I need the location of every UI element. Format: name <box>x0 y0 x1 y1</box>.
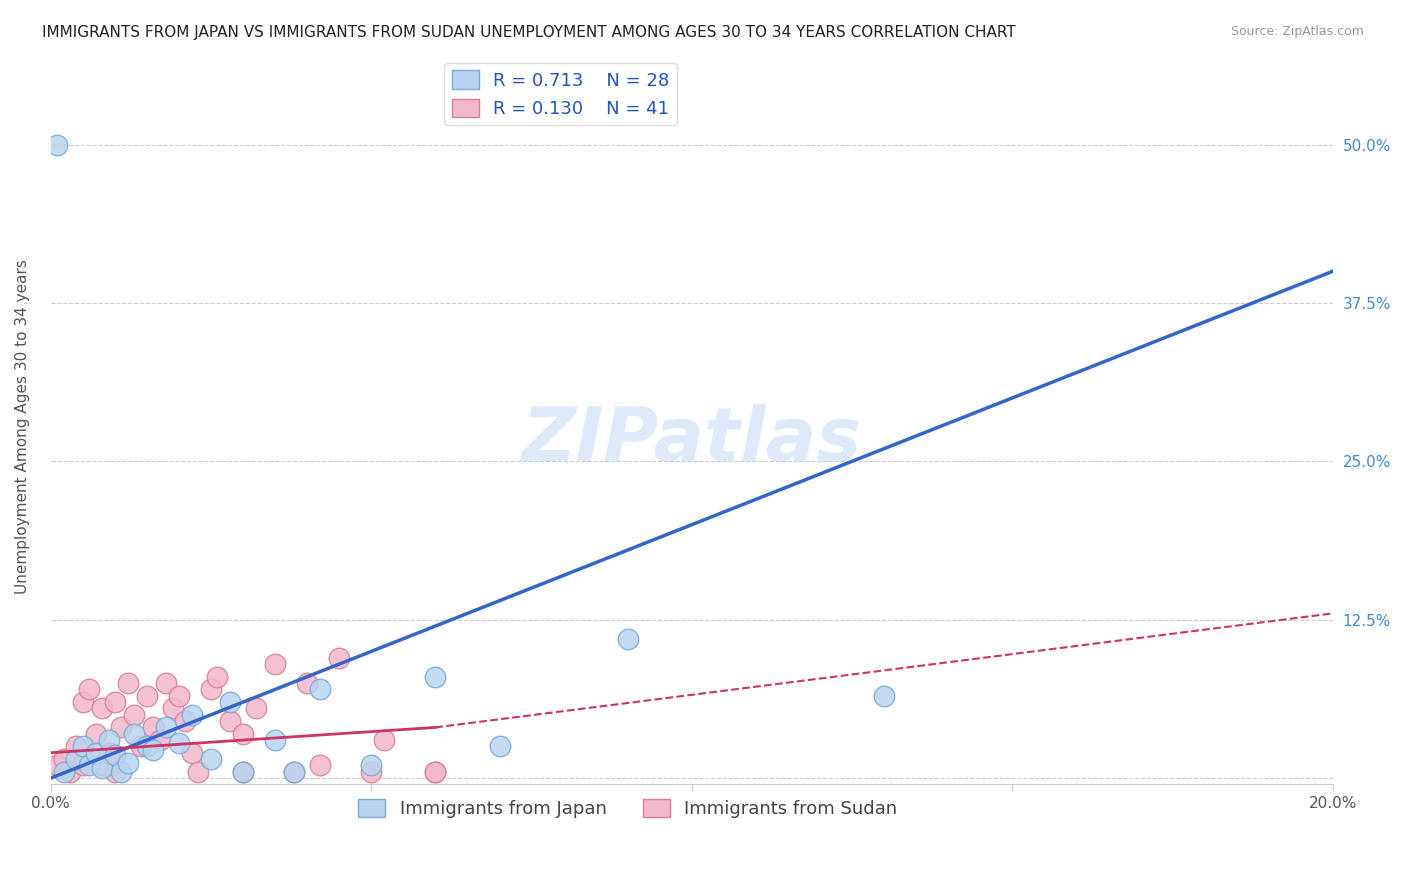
Point <box>207 670 229 684</box>
Point <box>65 752 87 766</box>
Point <box>873 689 896 703</box>
Point <box>46 137 69 152</box>
Point <box>187 764 209 779</box>
Point <box>46 758 69 772</box>
Point <box>52 764 75 779</box>
Point <box>264 733 287 747</box>
Point <box>110 720 132 734</box>
Point <box>72 739 94 754</box>
Point <box>142 720 165 734</box>
Point <box>162 701 184 715</box>
Point <box>616 632 638 646</box>
Point <box>65 739 87 754</box>
Point <box>84 746 107 760</box>
Point <box>104 764 127 779</box>
Point <box>245 701 267 715</box>
Point <box>104 748 127 763</box>
Point <box>155 676 177 690</box>
Point <box>297 676 319 690</box>
Point <box>117 756 139 770</box>
Point <box>360 764 382 779</box>
Point <box>219 695 242 709</box>
Point <box>425 764 447 779</box>
Point <box>52 752 75 766</box>
Point <box>283 764 305 779</box>
Point <box>72 695 94 709</box>
Point <box>309 682 332 697</box>
Point <box>167 689 190 703</box>
Point <box>97 733 120 747</box>
Point <box>328 650 350 665</box>
Point <box>129 739 152 754</box>
Point <box>425 670 447 684</box>
Point <box>84 727 107 741</box>
Text: IMMIGRANTS FROM JAPAN VS IMMIGRANTS FROM SUDAN UNEMPLOYMENT AMONG AGES 30 TO 34 : IMMIGRANTS FROM JAPAN VS IMMIGRANTS FROM… <box>42 25 1017 40</box>
Point <box>79 682 101 697</box>
Point <box>72 758 94 772</box>
Point <box>149 733 172 747</box>
Point <box>219 714 242 728</box>
Point <box>488 739 510 754</box>
Point <box>232 727 254 741</box>
Point <box>91 761 114 775</box>
Point <box>167 736 190 750</box>
Point <box>360 758 382 772</box>
Point <box>91 701 114 715</box>
Point <box>200 682 222 697</box>
Point <box>232 764 254 779</box>
Point <box>309 758 332 772</box>
Point <box>174 714 197 728</box>
Point <box>142 743 165 757</box>
Point <box>200 752 222 766</box>
Point <box>91 758 114 772</box>
Text: ZIPatlas: ZIPatlas <box>522 404 862 477</box>
Point <box>122 727 145 741</box>
Point <box>117 676 139 690</box>
Point <box>373 733 395 747</box>
Point <box>264 657 287 671</box>
Legend: Immigrants from Japan, Immigrants from Sudan: Immigrants from Japan, Immigrants from S… <box>352 792 904 825</box>
Point <box>97 746 120 760</box>
Point <box>136 739 159 754</box>
Point <box>283 764 305 779</box>
Text: Source: ZipAtlas.com: Source: ZipAtlas.com <box>1230 25 1364 38</box>
Point <box>122 707 145 722</box>
Point <box>180 707 202 722</box>
Y-axis label: Unemployment Among Ages 30 to 34 years: Unemployment Among Ages 30 to 34 years <box>15 259 30 594</box>
Point <box>232 764 254 779</box>
Point <box>59 764 82 779</box>
Point <box>110 764 132 779</box>
Point <box>180 746 202 760</box>
Point <box>136 689 159 703</box>
Point <box>79 758 101 772</box>
Point <box>155 720 177 734</box>
Point <box>104 695 127 709</box>
Point <box>425 764 447 779</box>
